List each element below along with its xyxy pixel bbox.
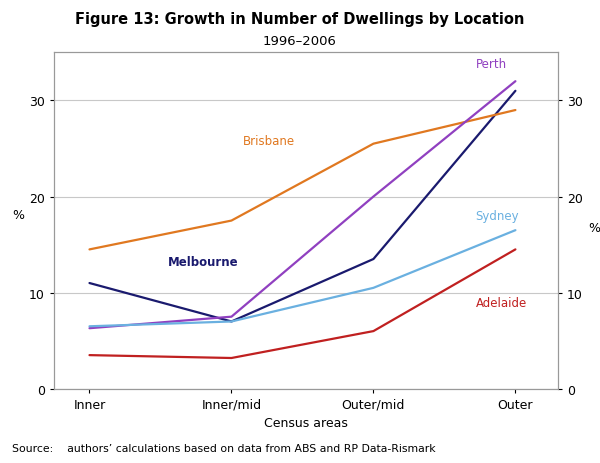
Text: Sydney: Sydney	[476, 210, 519, 223]
X-axis label: Census areas: Census areas	[264, 416, 348, 429]
Text: Adelaide: Adelaide	[476, 296, 527, 309]
Text: Melbourne: Melbourne	[167, 256, 238, 269]
Y-axis label: %: %	[588, 221, 600, 234]
Text: 1996–2006: 1996–2006	[263, 35, 337, 48]
Text: Figure 13: Growth in Number of Dwellings by Location: Figure 13: Growth in Number of Dwellings…	[76, 12, 524, 26]
Text: Perth: Perth	[476, 58, 507, 71]
Text: Source:    authors’ calculations based on data from ABS and RP Data-Rismark: Source: authors’ calculations based on d…	[12, 443, 436, 453]
Y-axis label: %: %	[12, 208, 24, 221]
Text: Brisbane: Brisbane	[243, 135, 295, 148]
